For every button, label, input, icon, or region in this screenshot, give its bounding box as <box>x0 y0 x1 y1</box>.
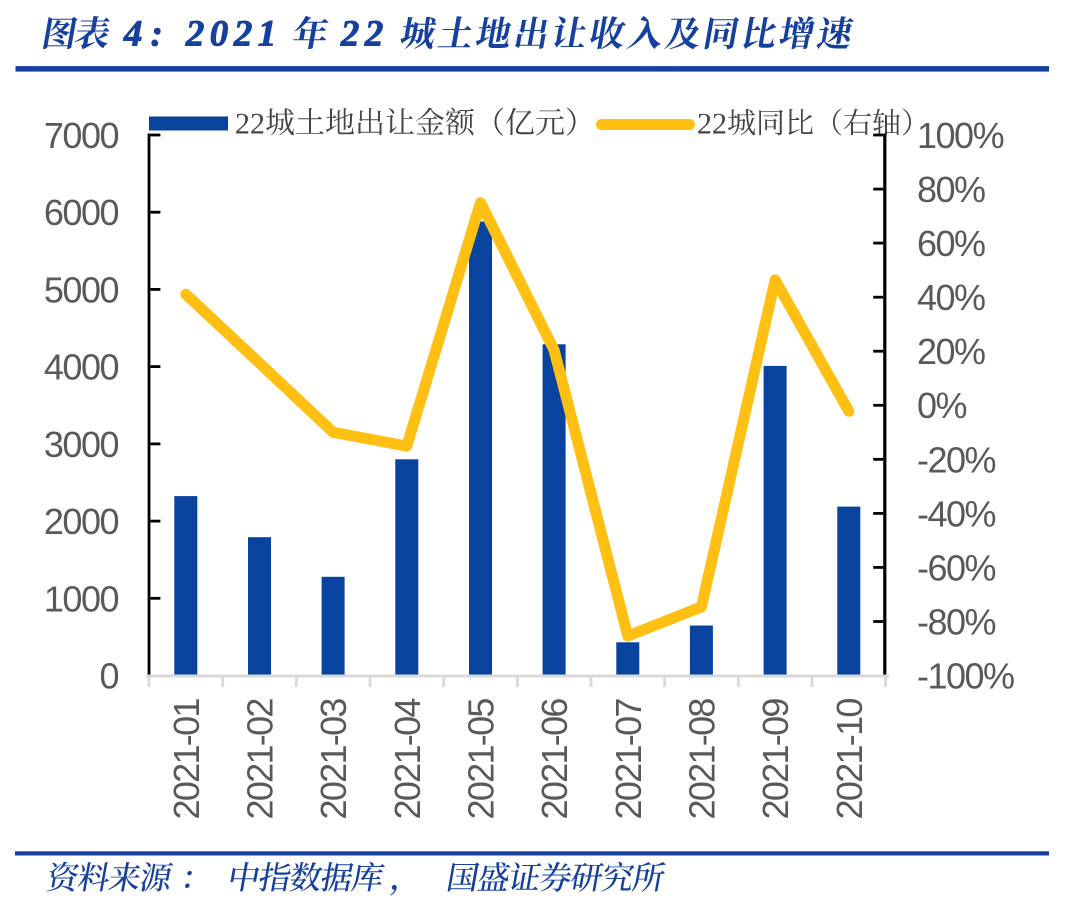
svg-text:3000: 3000 <box>44 424 119 465</box>
svg-text:2021-09: 2021-09 <box>755 699 796 820</box>
svg-text:-20%: -20% <box>917 439 996 480</box>
svg-text:60%: 60% <box>917 223 985 264</box>
svg-text:0%: 0% <box>917 385 967 426</box>
svg-text:80%: 80% <box>917 169 985 210</box>
svg-text:1000: 1000 <box>44 578 119 619</box>
svg-text:2000: 2000 <box>44 501 119 542</box>
svg-text:2021-10: 2021-10 <box>829 699 870 820</box>
svg-text:6000: 6000 <box>44 192 119 233</box>
svg-text:2021-08: 2021-08 <box>682 699 723 820</box>
svg-text:2021-05: 2021-05 <box>461 699 502 820</box>
svg-text:2021-04: 2021-04 <box>387 699 428 820</box>
svg-text:7000: 7000 <box>44 115 119 156</box>
svg-text:2021-02: 2021-02 <box>240 699 281 820</box>
svg-text:-80%: -80% <box>917 602 996 643</box>
svg-text:2021-07: 2021-07 <box>608 699 649 820</box>
svg-text:-60%: -60% <box>917 547 996 588</box>
svg-text:2021-01: 2021-01 <box>166 699 207 820</box>
svg-text:100%: 100% <box>917 115 1004 156</box>
svg-text:2021-06: 2021-06 <box>534 699 575 820</box>
svg-text:-100%: -100% <box>917 656 1014 697</box>
svg-text:5000: 5000 <box>44 269 119 310</box>
svg-text:2021-03: 2021-03 <box>313 699 354 820</box>
svg-text:0: 0 <box>99 656 118 697</box>
svg-text:4000: 4000 <box>44 347 119 388</box>
svg-text:20%: 20% <box>917 331 985 372</box>
svg-text:-40%: -40% <box>917 493 996 534</box>
svg-text:40%: 40% <box>917 277 985 318</box>
